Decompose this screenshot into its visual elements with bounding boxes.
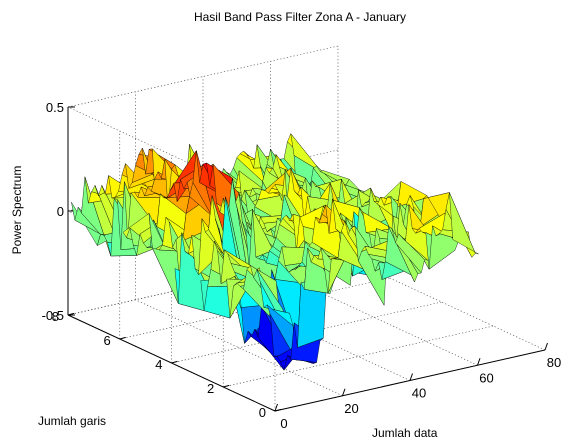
x-tick-label: 80 <box>547 355 561 370</box>
x-tick-label: 60 <box>479 370 493 385</box>
x-tick <box>274 403 278 412</box>
x-tick <box>342 388 346 396</box>
x-tick <box>409 373 413 381</box>
y-tick-label: 8 <box>52 309 59 324</box>
surface-plot <box>71 132 479 371</box>
surface-patch <box>449 192 479 255</box>
x-tick-label: 0 <box>280 416 287 431</box>
y-tick <box>171 360 178 364</box>
x-tick-label: 40 <box>412 386 426 401</box>
chart-title: Hasil Band Pass Filter Zona A - January <box>194 10 406 24</box>
y-tick-label: 4 <box>155 357 162 372</box>
x-axis-label: Jumlah data <box>372 426 438 440</box>
z-tick-label: 0 <box>57 204 64 219</box>
x-tick <box>477 358 481 366</box>
axes-box <box>67 106 548 412</box>
grid-line <box>135 299 343 397</box>
grid-line <box>270 268 478 366</box>
x-tick <box>544 342 548 351</box>
grid-line <box>202 284 411 381</box>
y-axis-label: Jumlah garis <box>38 414 106 428</box>
z-axis-label: Power Spectrum <box>10 166 24 255</box>
y-tick-label: 0 <box>259 405 266 420</box>
y-tick <box>119 336 126 340</box>
grid-line <box>337 253 546 351</box>
z-tick-label: -0.5 <box>42 308 64 323</box>
y-tick <box>274 408 282 412</box>
y-tick-label: 2 <box>207 381 214 396</box>
x-tick-label: 20 <box>344 401 358 416</box>
tick-labels: 0 20 40 60 80 0 2 4 6 8-0.5 0 0.5 <box>42 100 562 431</box>
y-tick <box>223 384 230 388</box>
z-tick-label: 0.5 <box>46 100 64 115</box>
y-tick-label: 6 <box>104 333 111 348</box>
